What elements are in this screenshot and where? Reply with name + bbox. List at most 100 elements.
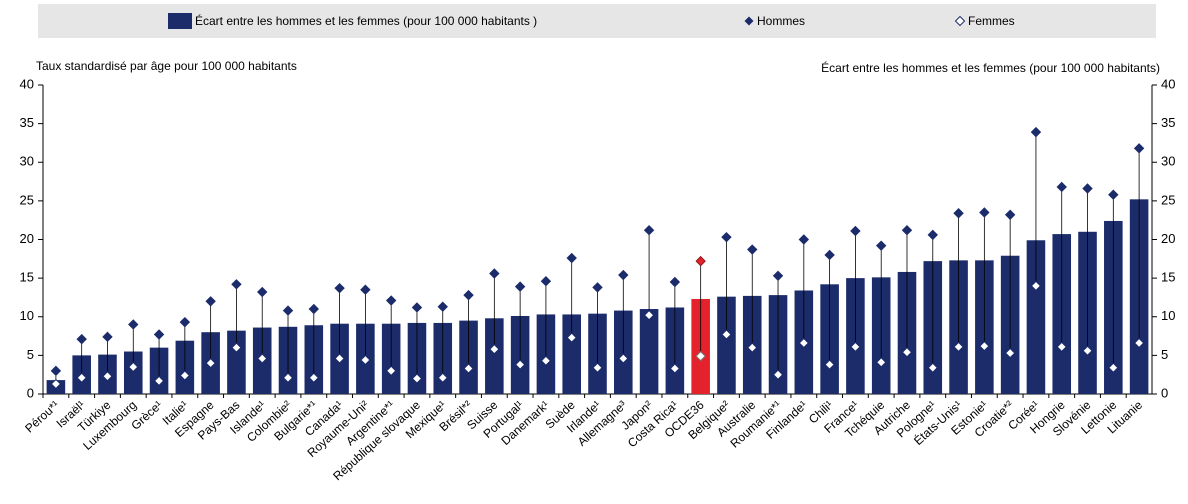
men-marker [566,252,577,264]
y-tick-label: 10 [20,308,34,323]
men-marker [385,295,397,306]
men-marker [282,305,294,316]
bar [123,351,143,394]
men-marker [514,281,526,292]
men-marker [231,279,242,290]
men-marker [153,329,165,340]
women-marker [76,372,87,383]
men-marker [953,208,964,219]
women-marker [618,353,629,364]
women-marker [669,363,681,374]
y2-tick-label: 15 [1161,270,1175,285]
men-marker [308,303,320,315]
men-marker [592,282,603,293]
women-marker [953,341,964,353]
women-marker [927,362,938,373]
women-marker [308,372,320,383]
y-tick-label: 5 [27,347,34,362]
women-marker [1108,362,1119,373]
men-marker [1004,209,1016,220]
men-marker [695,255,706,267]
women-marker [257,353,268,364]
women-marker [592,362,603,373]
women-marker [798,337,810,349]
women-marker [205,357,216,369]
legend-swatch [168,13,192,29]
men-marker [721,231,732,243]
women-marker [1082,345,1093,356]
men-marker [927,229,938,241]
women-marker [1056,341,1067,353]
men-marker [1030,126,1042,138]
y-tick-label: 35 [20,115,34,130]
women-marker [772,369,784,380]
y2-tick-label: 30 [1161,154,1175,169]
y-tick-label: 25 [20,192,34,207]
men-marker [205,296,216,307]
men-marker [334,282,345,294]
men-marker [102,331,113,343]
men-marker [1056,181,1067,193]
men-marker [360,284,371,295]
women-marker [979,340,990,352]
legend-label: Écart entre les hommes et les femmes (po… [195,13,537,28]
y2-tick-label: 20 [1161,231,1175,246]
men-marker [824,249,835,261]
men-marker [411,302,423,313]
men-marker [257,286,268,298]
women-marker [747,342,758,353]
women-marker [463,363,474,374]
y2-tick-label: 35 [1161,115,1175,130]
bar [227,330,246,394]
men-marker [540,276,552,287]
men-marker [643,225,655,236]
women-marker [153,375,165,387]
men-marker [1108,189,1119,200]
bar [639,309,659,394]
women-marker [540,355,552,366]
men-marker [437,301,448,312]
women-marker [901,347,913,358]
men-marker [772,270,784,282]
women-marker [282,372,294,383]
women-marker [411,373,423,384]
women-marker [437,372,448,383]
men-marker [901,225,913,236]
men-marker [76,333,87,345]
legend: Écart entre les hommes et les femmes (po… [168,13,1015,29]
y-tick-label: 20 [20,231,34,246]
y2-tick-label: 25 [1161,192,1175,207]
men-marker [1082,183,1093,194]
legend-men [744,16,754,26]
y-axis-title: Taux standardisé par âge pour 100 000 ha… [36,59,297,73]
bar [717,296,736,394]
men-marker [747,244,758,255]
legend-label: Femmes [968,14,1015,28]
women-marker [50,378,62,390]
women-marker [231,342,242,353]
women-marker [489,343,500,355]
bar [1026,240,1046,394]
women-marker [334,353,345,364]
legend-label: Hommes [757,14,805,28]
y-tick-label: 40 [20,76,34,91]
women-marker [721,329,732,340]
women-marker [385,365,397,377]
women-marker [875,357,887,368]
men-marker [979,207,990,218]
women-marker [360,354,371,366]
bar [485,318,504,394]
bar [562,314,581,394]
women-marker [566,332,577,343]
y2-tick-label: 5 [1161,347,1168,362]
men-marker [463,289,474,301]
legend-women [954,15,966,27]
women-marker [824,359,835,370]
y2-tick-label: 0 [1161,385,1168,400]
women-marker [102,371,113,382]
y-tick-label: 0 [27,385,34,400]
women-marker [643,309,655,321]
women-marker [128,361,139,373]
women-marker [1030,280,1042,292]
